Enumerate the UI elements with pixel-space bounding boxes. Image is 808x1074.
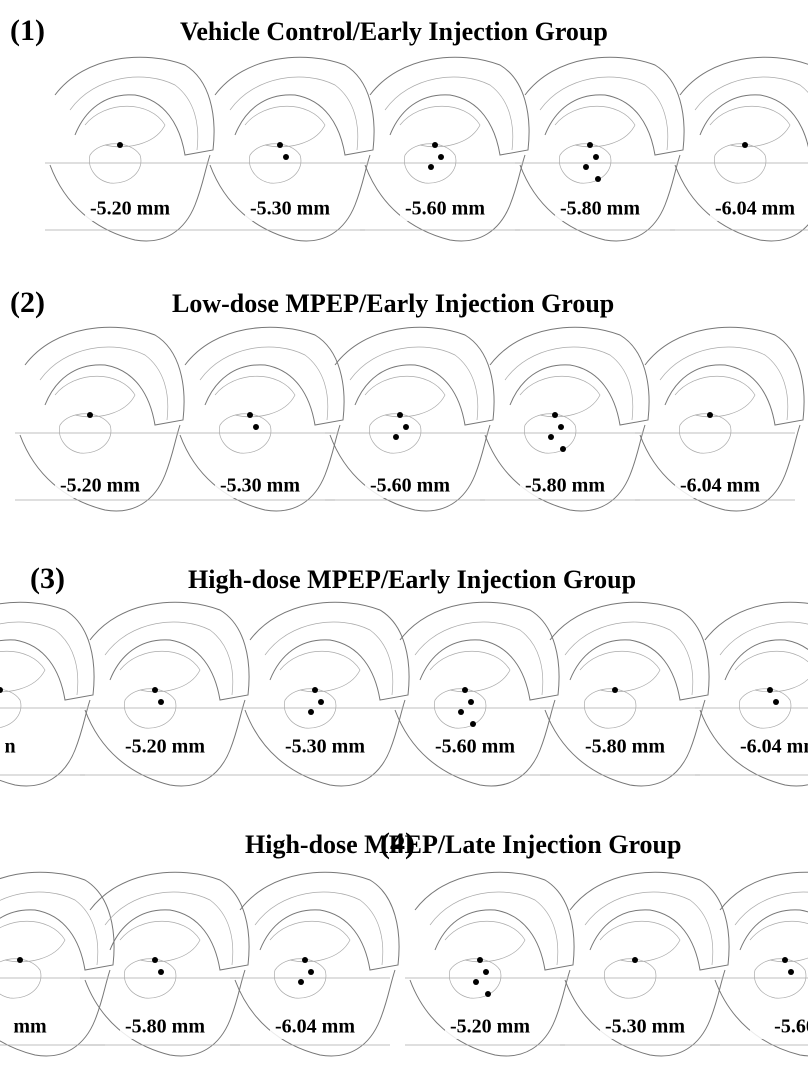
injection-site <box>312 687 318 693</box>
injection-site <box>152 687 158 693</box>
injection-site <box>438 154 444 160</box>
injection-site <box>470 721 476 727</box>
section-label: n <box>4 736 15 758</box>
section-label: -5.20 mm <box>60 475 140 497</box>
section-label: -5.30 mm <box>605 1016 685 1038</box>
injection-site <box>552 412 558 418</box>
injection-site <box>393 434 399 440</box>
figure: (1) Vehicle Control/Early Injection Group… <box>0 0 808 1074</box>
injection-site <box>298 979 304 985</box>
section-label: -5.30 mm <box>250 198 330 220</box>
injection-site <box>283 154 289 160</box>
section-label: -6.04 mm <box>715 198 795 220</box>
injection-site <box>397 412 403 418</box>
injection-site <box>158 969 164 975</box>
injection-site <box>253 424 259 430</box>
injection-site <box>548 434 554 440</box>
injection-site <box>302 957 308 963</box>
panel-title: Vehicle Control/Early Injection Group <box>180 17 608 46</box>
panel-number: (2) <box>10 286 45 319</box>
section-label: -6.04 mm <box>275 1016 355 1038</box>
injection-site <box>462 687 468 693</box>
section-label: -6.04 mm <box>680 475 760 497</box>
injection-site <box>403 424 409 430</box>
injection-site <box>477 957 483 963</box>
injection-site <box>788 969 794 975</box>
injection-site <box>87 412 93 418</box>
injection-site <box>742 142 748 148</box>
injection-site <box>468 699 474 705</box>
injection-site <box>583 164 589 170</box>
injection-site <box>593 154 599 160</box>
injection-site <box>473 979 479 985</box>
panel-number: (1) <box>10 14 45 47</box>
injection-site <box>595 176 601 182</box>
injection-site <box>158 699 164 705</box>
injection-site <box>612 687 618 693</box>
injection-site <box>458 709 464 715</box>
section-label: -5.20 mm <box>450 1016 530 1038</box>
injection-site <box>632 957 638 963</box>
panel-title: Low-dose MPEP/Early Injection Group <box>172 289 614 318</box>
injection-site <box>558 424 564 430</box>
injection-site <box>483 969 489 975</box>
section-label: -5.60 mm <box>370 475 450 497</box>
injection-site <box>247 412 253 418</box>
panel-title: High-dose MPEP/Late Injection Group <box>245 830 681 859</box>
section-label: -5.20 mm <box>125 736 205 758</box>
injection-site <box>767 687 773 693</box>
section-label: -5.80 mm <box>585 736 665 758</box>
injection-site <box>560 446 566 452</box>
injection-site <box>773 699 779 705</box>
injection-site <box>782 957 788 963</box>
injection-site <box>318 699 324 705</box>
section-label: -5.30 mm <box>285 736 365 758</box>
injection-site <box>428 164 434 170</box>
section-label: -5.80 mm <box>125 1016 205 1038</box>
injection-site <box>308 709 314 715</box>
panel-number: (3) <box>30 562 65 595</box>
section-label: -5.60 <box>774 1016 808 1038</box>
injection-site <box>707 412 713 418</box>
injection-site <box>485 991 491 997</box>
injection-site <box>117 142 123 148</box>
section-label: -5.80 mm <box>560 198 640 220</box>
section-label: -5.20 mm <box>90 198 170 220</box>
injection-site <box>587 142 593 148</box>
injection-site <box>17 957 23 963</box>
injection-site <box>308 969 314 975</box>
section-label: -5.30 mm <box>220 475 300 497</box>
section-label: mm <box>13 1016 47 1038</box>
injection-site <box>432 142 438 148</box>
injection-site <box>152 957 158 963</box>
injection-site <box>277 142 283 148</box>
section-label: -6.04 mm <box>740 736 808 758</box>
section-label: -5.60 mm <box>435 736 515 758</box>
section-label: -5.60 mm <box>405 198 485 220</box>
section-label: -5.80 mm <box>525 475 605 497</box>
panel-title: High-dose MPEP/Early Injection Group <box>188 565 636 594</box>
